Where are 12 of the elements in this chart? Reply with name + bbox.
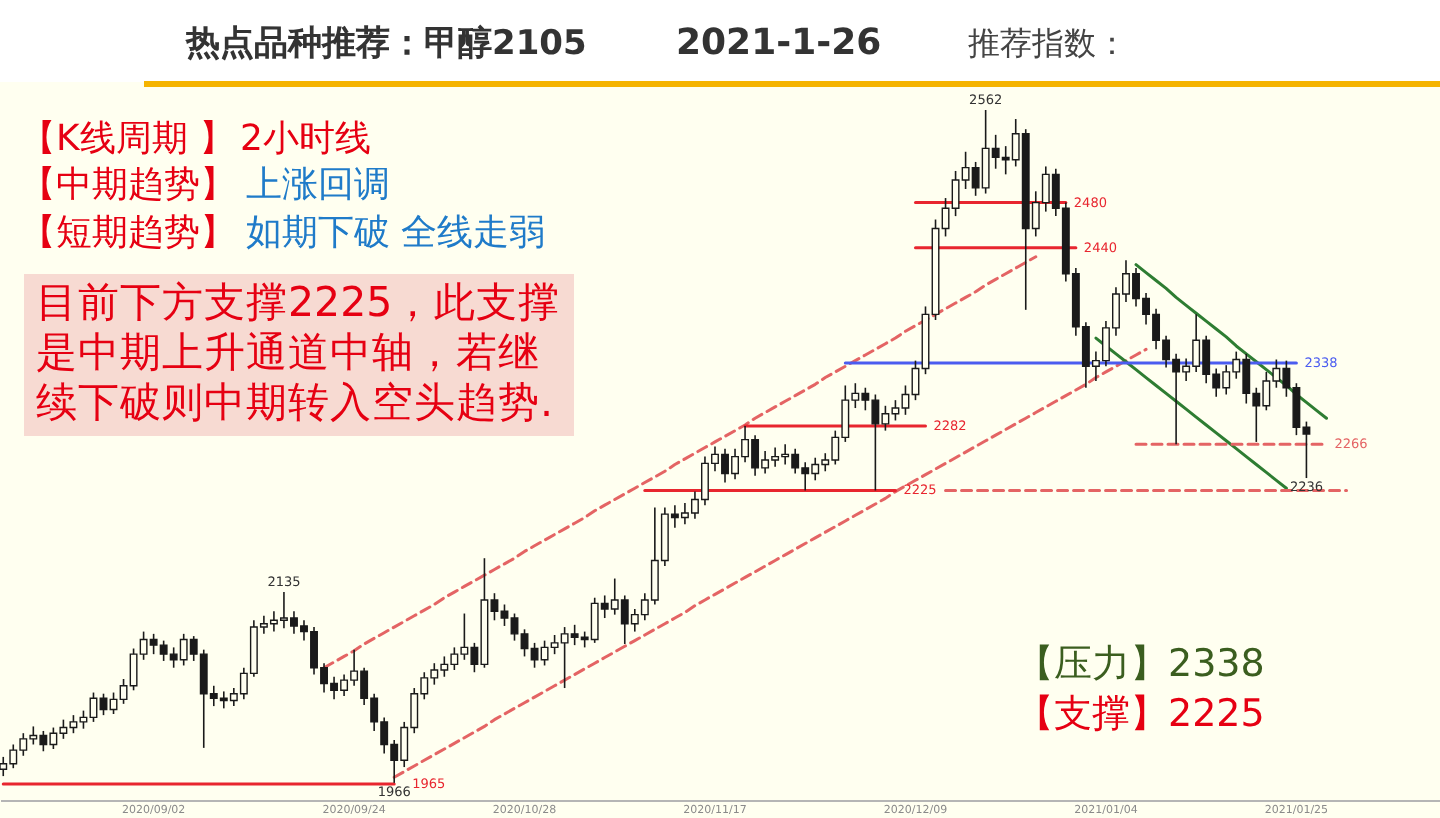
annotation: 上涨回调 (246, 164, 390, 206)
chart-subtitle: 2021-1-26 (676, 22, 882, 64)
annotation: 如期下破 全线走弱 (246, 212, 546, 254)
annotation: 目前下方支撑2225，此支撑是中期上升通道中轴，若继续下破则中期转入空头趋势. (36, 278, 561, 426)
annotation: 2小时线 (240, 118, 371, 160)
annotation: 【压力】2338 (1016, 642, 1265, 686)
chart-title: 热点品种推荐：甲醇2105 (184, 24, 587, 64)
annotation: 【短期趋势】 (20, 212, 236, 254)
annotation: 【支撑】2225 (1016, 692, 1265, 736)
annotation: 【中期趋势】 (20, 164, 236, 206)
annotation: 【K线周期 】 (20, 118, 236, 160)
text: 推荐指数： (968, 24, 1128, 62)
